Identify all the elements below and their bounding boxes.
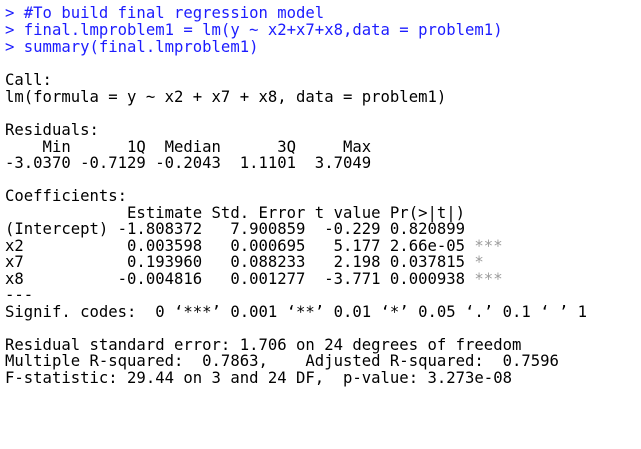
summary-stat: Multiple R-squared: 0.7863, Adjusted R-s…	[5, 352, 559, 370]
significance-stars: ***	[474, 237, 503, 255]
row-text: x8 -0.004816 0.001277 -3.771 0.000938	[5, 270, 466, 288]
residuals-header: Min 1Q Median 3Q Max	[5, 138, 372, 156]
coefficient-row: (Intercept) -1.808372 7.900859 -0.229 0.…	[5, 221, 465, 238]
coefficients-label: Coefficients:	[5, 187, 128, 205]
residuals-values: -3.0370 -0.7129 -0.2043 1.1101 3.7049	[5, 154, 372, 172]
command-line: > #To build final regression model	[5, 4, 325, 22]
coefficients-header: Estimate Std. Error t value Pr(>|t|)	[5, 204, 466, 222]
summary-stat: F-statistic: 29.44 on 3 and 24 DF, p-val…	[5, 369, 512, 387]
row-text: x7 0.193960 0.088233 2.198 0.037815	[5, 253, 466, 271]
separator: ---	[5, 286, 34, 304]
coefficient-row: x2 0.003598 0.000695 5.177 2.66e-05 ***	[5, 238, 503, 255]
call-label: Call:	[5, 71, 52, 89]
row-text: (Intercept) -1.808372 7.900859 -0.229 0.…	[5, 220, 466, 238]
command-line: > summary(final.lmproblem1)	[5, 38, 259, 56]
significance-stars: ***	[474, 270, 503, 288]
significance-stars: *	[474, 253, 484, 271]
signif-codes: Signif. codes: 0 ‘***’ 0.001 ‘**’ 0.01 ‘…	[5, 303, 588, 321]
residuals-label: Residuals:	[5, 121, 99, 139]
coefficient-row: x7 0.193960 0.088233 2.198 0.037815 *	[5, 254, 484, 271]
call-formula: lm(formula = y ~ x2 + x7 + x8, data = pr…	[5, 88, 447, 106]
command-line: > final.lmproblem1 = lm(y ~ x2+x7+x8,dat…	[5, 21, 503, 39]
summary-stat: Residual standard error: 1.706 on 24 deg…	[5, 336, 522, 354]
row-text: x2 0.003598 0.000695 5.177 2.66e-05	[5, 237, 466, 255]
coefficient-row: x8 -0.004816 0.001277 -3.771 0.000938 **…	[5, 271, 503, 288]
